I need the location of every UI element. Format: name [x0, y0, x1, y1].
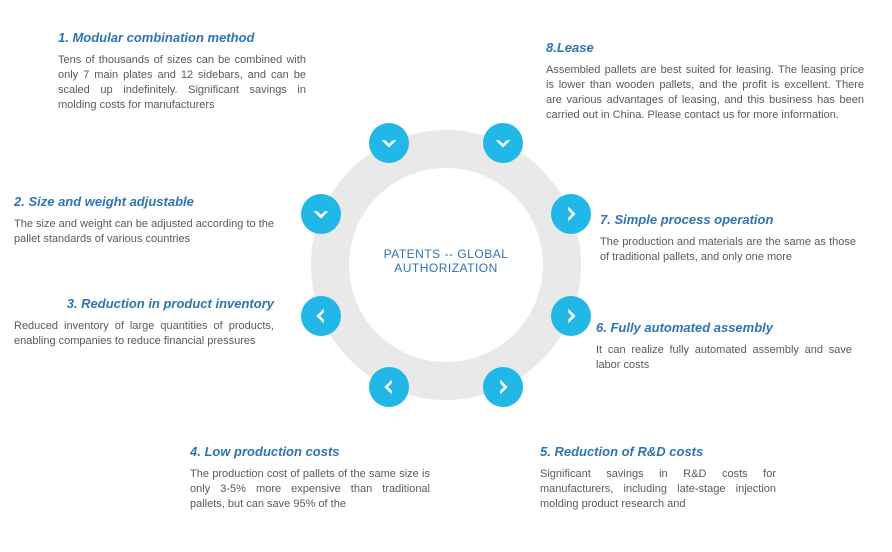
item-low-cost-body: The production cost of pallets of the sa…	[190, 467, 430, 512]
item-automated-body: It can realize fully automated assembly …	[596, 343, 852, 373]
item-rd-cost: 5. Reduction of R&D costs Significant sav…	[540, 444, 776, 512]
center-label: PATENTS -- GLOBAL AUTHORIZATION	[366, 247, 526, 275]
arrow-a1-icon	[369, 367, 409, 407]
item-modular-title: 1. Modular combination method	[58, 30, 306, 45]
item-rd-cost-title: 5. Reduction of R&D costs	[540, 444, 776, 459]
item-process-title: 7. Simple process operation	[600, 212, 856, 227]
arrow-a8-icon	[483, 367, 523, 407]
item-size-weight-title: 2. Size and weight adjustable	[14, 194, 274, 209]
arrow-a2-icon	[301, 296, 341, 336]
item-size-weight: 2. Size and weight adjustable The size an…	[14, 194, 274, 247]
item-lease-body: Assembled pallets are best suited for le…	[546, 63, 864, 122]
arrow-a5-icon	[483, 123, 523, 163]
item-inventory: 3. Reduction in product inventory Reduced…	[14, 296, 274, 349]
item-automated: 6. Fully automated assembly It can realiz…	[596, 320, 852, 373]
item-process-body: The production and materials are the sam…	[600, 235, 856, 265]
item-rd-cost-body: Significant savings in R&D costs for man…	[540, 467, 776, 512]
item-lease-title: 8.Lease	[546, 40, 864, 55]
item-inventory-title: 3. Reduction in product inventory	[14, 296, 274, 311]
arrow-a7-icon	[551, 296, 591, 336]
item-modular: 1. Modular combination method Tens of tho…	[58, 30, 306, 112]
item-low-cost-title: 4. Low production costs	[190, 444, 430, 459]
arrow-a6-icon	[551, 194, 591, 234]
item-size-weight-body: The size and weight can be adjusted acco…	[14, 217, 274, 247]
arrow-a3-icon	[301, 194, 341, 234]
arrow-a4-icon	[369, 123, 409, 163]
item-modular-body: Tens of thousands of sizes can be combin…	[58, 53, 306, 112]
item-lease: 8.Lease Assembled pallets are best suited…	[546, 40, 864, 122]
item-inventory-body: Reduced inventory of large quantities of…	[14, 319, 274, 349]
item-process: 7. Simple process operation The productio…	[600, 212, 856, 265]
item-low-cost: 4. Low production costs The production co…	[190, 444, 430, 512]
item-automated-title: 6. Fully automated assembly	[596, 320, 852, 335]
